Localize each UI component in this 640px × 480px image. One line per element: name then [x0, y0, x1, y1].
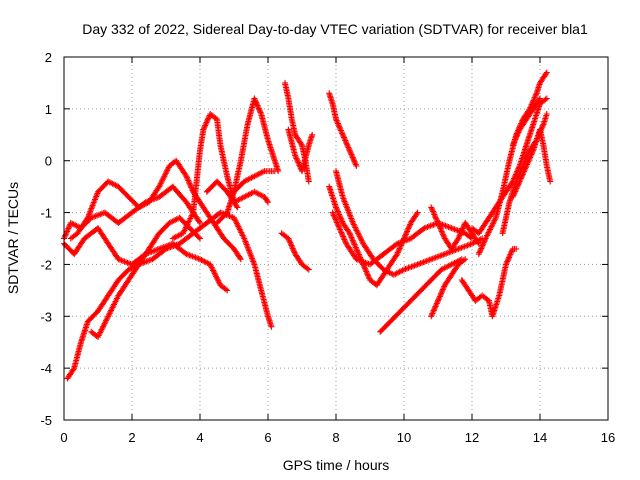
data-series-group	[61, 69, 554, 382]
x-tick-label: 12	[465, 430, 479, 445]
y-tick-label: 1	[45, 102, 52, 117]
x-axis-label: GPS time / hours	[283, 457, 390, 473]
series-arc10	[231, 168, 278, 195]
series-arc25	[509, 126, 554, 200]
series-arc17	[333, 168, 486, 278]
y-tick-label: 0	[45, 154, 52, 169]
series-arc13	[285, 126, 316, 175]
series-arc18	[377, 256, 465, 335]
y-tick-label: 2	[45, 50, 52, 65]
y-tick-label: -2	[40, 257, 52, 272]
series-arc16	[329, 209, 475, 268]
x-tick-label: 10	[397, 430, 411, 445]
series-arc22	[469, 95, 550, 237]
y-tick-label: -1	[40, 206, 52, 221]
series-arc21	[458, 245, 520, 320]
series-arc6	[169, 111, 241, 242]
x-tick-label: 14	[533, 430, 547, 445]
x-tick-labels: 0 2 4 6 8 10 12 14 16	[60, 430, 615, 445]
x-tick-label: 6	[264, 430, 271, 445]
series-arc19	[428, 204, 482, 252]
chart-title: Day 332 of 2022, Sidereal Day-to-day VTE…	[82, 21, 588, 37]
series-arc9	[197, 256, 231, 294]
series-arc26	[509, 95, 543, 149]
series-arc20	[428, 256, 469, 320]
series-arc15	[326, 183, 421, 289]
x-tick-label: 16	[601, 430, 615, 445]
y-axis-label: SDTVAR / TECUs	[5, 182, 21, 294]
x-tick-label: 8	[332, 430, 339, 445]
axis-ticks	[63, 56, 609, 421]
x-tick-label: 4	[196, 430, 203, 445]
y-tick-label: -3	[40, 309, 52, 324]
series-arc5	[67, 157, 244, 263]
x-tick-label: 2	[128, 430, 135, 445]
y-tick-label: -5	[40, 413, 52, 428]
y-tick-labels: -5 -4 -3 -2 -1 0 1 2	[40, 50, 52, 428]
x-tick-label: 0	[60, 430, 67, 445]
y-tick-label: -4	[40, 361, 52, 376]
series-arc14	[326, 90, 360, 169]
series-arc8	[214, 95, 282, 226]
series-arc11	[278, 230, 312, 273]
series-arc3	[64, 209, 275, 382]
